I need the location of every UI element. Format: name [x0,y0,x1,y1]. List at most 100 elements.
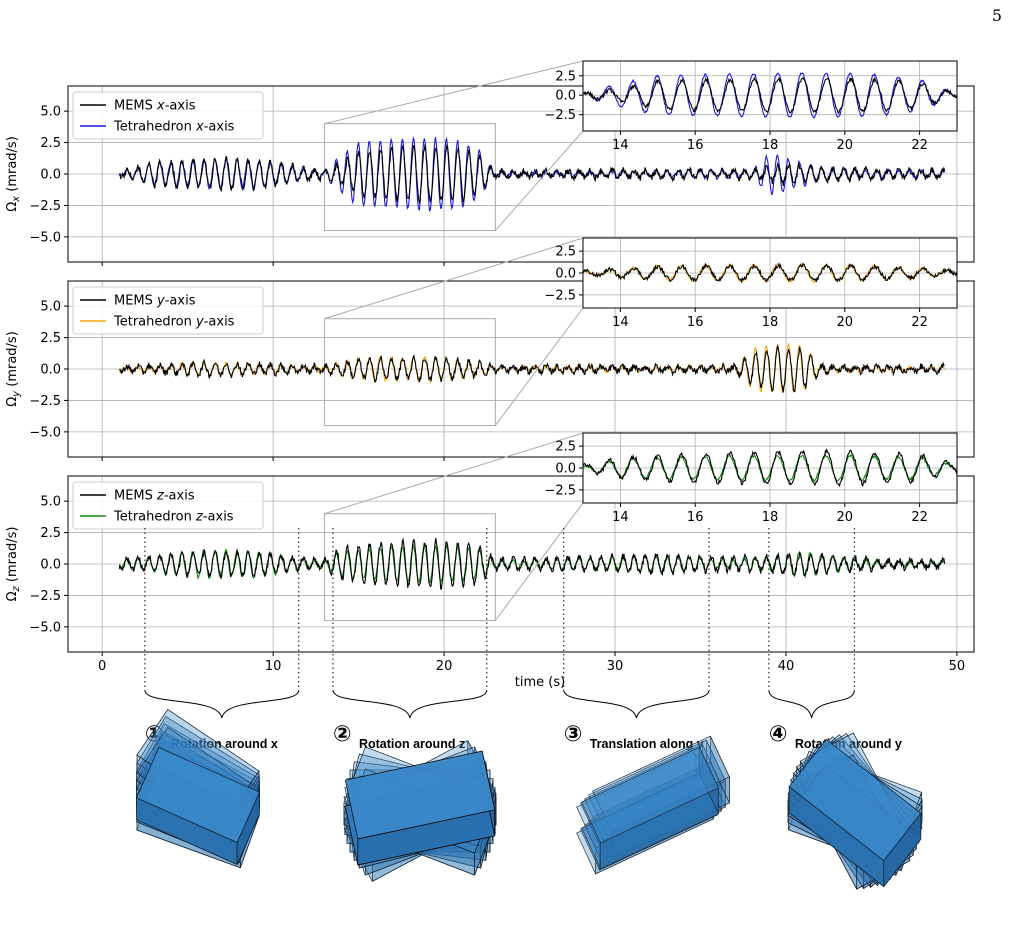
inset-ytick-label: −2.5 [544,288,576,303]
inset-xtick-label: 14 [612,510,629,525]
inset-xtick-label: 22 [911,510,928,525]
ylabel-symbol: Ω [5,202,20,212]
y-axis-label: Ωx (mrad/s) [5,136,22,212]
y-axis-label: Ωy (mrad/s) [5,331,22,407]
ylabel-unit: (mrad/s) [5,136,20,196]
legend-label: Tetrahedron z-axis [113,510,234,525]
legend-box [72,286,264,335]
ytick-label: −2.5 [29,394,61,409]
inset-xtick-label: 20 [837,315,854,330]
panel-2: 5.0 2.5 0.0 −2.5 −5.0 0 10 20 30 40 50 Ωz (mrad/s) M… [5,475,975,674]
segment-number: ④ [769,722,788,747]
ylabel-subscript: z [11,585,22,592]
xtick-label: 0 [98,659,106,674]
ylabel-symbol: Ω [5,591,20,601]
inset-xtick-label: 14 [612,138,629,153]
zoom-connector [324,237,584,320]
legend-suffix: -axis [204,120,235,135]
ytick-label: −2.5 [29,589,61,604]
inset-ytick-label: 0.0 [555,267,576,282]
panel-1: 5.0 2.5 0.0 −2.5 −5.0 Ωy (mrad/s) MEMS y-axis T… [5,280,975,461]
illustration-rotation-z [343,740,497,882]
ytick-label: −5.0 [29,425,61,440]
zoom-connector [494,502,584,621]
page-number: 5 [991,6,1002,25]
panel-0: 5.02.50.0−2.5−5.0Ωx (mrad/s)MEMS x-axisT… [5,85,975,266]
x-axis-label: time (s) [515,675,565,690]
motion-illustrations [136,708,923,890]
ylabel-unit: (mrad/s) [5,527,20,587]
segment-brace [563,689,710,719]
legend-axis: y [156,294,165,309]
xtick-label: 20 [436,659,453,674]
ytick-label: −5.0 [29,620,61,635]
series-line-0 [119,343,945,393]
inset-xtick-label: 16 [687,315,704,330]
legend-text: Tetrahedron [113,510,196,525]
legend-label: MEMS z-axis [114,489,195,504]
series-line-0 [118,537,946,591]
legend-suffix: -axis [164,489,195,504]
legend-axis: x [156,99,165,114]
segment-brace [144,689,300,719]
segment-brace [768,689,855,719]
inset-ytick-label: 0.0 [555,89,576,104]
box-top [581,746,719,844]
ytick-label: −2.5 [29,199,61,214]
xtick-label: 30 [607,659,624,674]
legend-axis: z [195,510,204,525]
box-top [136,747,260,843]
segment-label: Translation along y [590,737,704,751]
legend-axis: z [156,489,165,504]
inset-ytick-label: −2.5 [544,483,576,498]
inset-ytick-label: 2.5 [555,69,576,84]
illustration-rotation-x [136,708,260,869]
ytick-label: 5.0 [40,105,61,120]
inset-xtick-label: 14 [612,315,629,330]
series-line-0 [582,76,958,115]
illustration-translation-y [576,735,730,875]
legend-text: Tetrahedron [113,315,196,330]
series-line-0 [582,262,958,284]
legend-text: Tetrahedron [113,120,196,135]
inset-xtick-label: 18 [762,315,779,330]
legend-text: MEMS [114,489,157,504]
segment-brace [332,689,488,719]
inset-ytick-label: −2.5 [544,108,576,123]
ylabel-subscript: x [11,196,22,203]
inset-ytick-label: 0.0 [555,462,576,477]
legend-text: MEMS [114,99,157,114]
xtick-label: 40 [778,659,795,674]
ytick-label: 5.0 [40,300,61,315]
zoom-connector [324,432,584,515]
legend: MEMS y-axis Tetrahedron y-axis [72,286,264,335]
inset-xtick-label: 20 [837,510,854,525]
inset-2: 2.5 0.0 −2.5 14 16 18 20 22 [544,432,958,525]
legend-label: Tetrahedron x-axis [113,120,235,135]
ytick-label: 0.0 [40,363,61,378]
legend-suffix: -axis [203,510,234,525]
ytick-label: 2.5 [40,526,61,541]
inset-xtick-label: 20 [837,138,854,153]
inset-0: 2.5 0.0 −2.5 14 16 18 20 22 [544,60,958,153]
series-line-0 [582,448,958,488]
ytick-label: 0.0 [40,168,61,183]
legend-label: MEMS y-axis [114,294,196,309]
legend-axis: y [195,315,204,330]
legend-label: Tetrahedron y-axis [113,315,235,330]
ylabel-symbol: Ω [5,397,20,407]
legend-box [72,481,264,530]
ylabel-subscript: y [11,390,22,398]
ytick-label: 0.0 [40,558,61,573]
inset-xtick-label: 22 [911,315,928,330]
inset-ytick-label: 2.5 [555,440,576,455]
box-top [788,738,922,862]
zoom-connector [324,60,584,125]
legend-text: MEMS [114,294,157,309]
zoom-connector [494,130,584,231]
legend-axis: x [195,120,204,135]
y-axis-label: Ωz (mrad/s) [5,527,22,602]
